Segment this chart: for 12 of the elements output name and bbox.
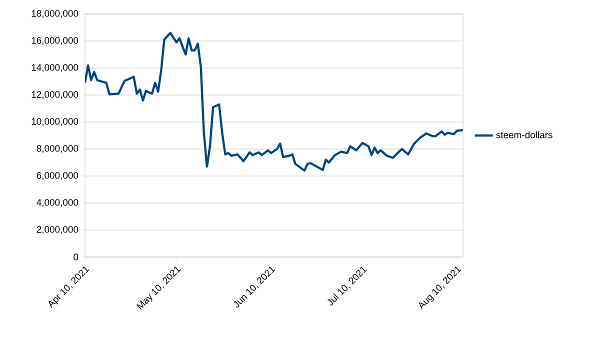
line-series (85, 32, 464, 172)
y-tick-label: 8,000,000 (36, 145, 78, 153)
y-tick-label: 0 (74, 254, 78, 260)
y-tick-label: 6,000,000 (36, 172, 78, 180)
y-tick-label: 18,000,000 (32, 10, 78, 18)
y-tick-label: 10,000,000 (32, 118, 78, 126)
y-tick-label: 4,000,000 (36, 199, 78, 207)
y-tick-label: 12,000,000 (32, 91, 78, 99)
y-tick-label: 14,000,000 (32, 64, 78, 72)
y-tick-label: 16,000,000 (32, 37, 78, 45)
legend-label: steem-dollars (496, 131, 552, 138)
y-tick-label: 2,000,000 (36, 226, 78, 234)
